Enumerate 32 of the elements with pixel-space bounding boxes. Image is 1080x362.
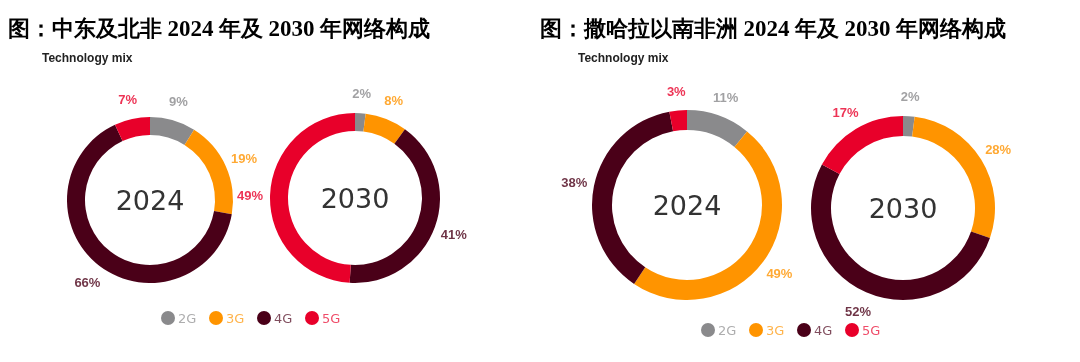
data-label: 11% <box>712 89 739 105</box>
data-label: 28% <box>985 141 1012 157</box>
chart-title: 图：中东及北非 2024 年及 2030 年网络构成 <box>8 16 430 41</box>
chart-title: 图：撒哈拉以南非洲 2024 年及 2030 年网络构成 <box>540 16 1006 41</box>
data-label: 49% <box>237 187 264 203</box>
data-label: 7% <box>118 92 138 108</box>
data-label: 19% <box>231 151 258 167</box>
data-label: 3% <box>666 83 687 99</box>
slice-label: 2024 <box>652 190 722 221</box>
legend-label: 5G <box>322 311 341 326</box>
legend-label: 2G <box>718 323 737 338</box>
legend-label: 4G <box>814 323 833 338</box>
data-label: 52% <box>845 303 872 319</box>
data-label: 2% <box>900 89 920 105</box>
data-label: 9% <box>169 94 189 110</box>
legend-label: 2G <box>178 311 197 326</box>
legend-label: 4G <box>274 311 293 326</box>
data-label: 49% <box>766 266 793 282</box>
legend-label: 3G <box>766 323 785 338</box>
data-label: 41% <box>440 226 468 242</box>
chart-subtitle: Technology mix <box>578 51 669 65</box>
slice-label: 2030 <box>868 193 938 224</box>
data-label: 17% <box>832 104 859 120</box>
data-label: 8% <box>384 93 404 109</box>
slice-label: 2024 <box>115 185 185 216</box>
slice-label: 2030 <box>320 183 390 214</box>
data-label: 66% <box>74 274 101 290</box>
chart-subtitle: Technology mix <box>42 51 133 65</box>
legend-label: 3G <box>226 311 245 326</box>
legend-label: 5G <box>862 323 881 338</box>
data-label: 38% <box>561 174 588 190</box>
data-label: 2% <box>352 86 372 102</box>
